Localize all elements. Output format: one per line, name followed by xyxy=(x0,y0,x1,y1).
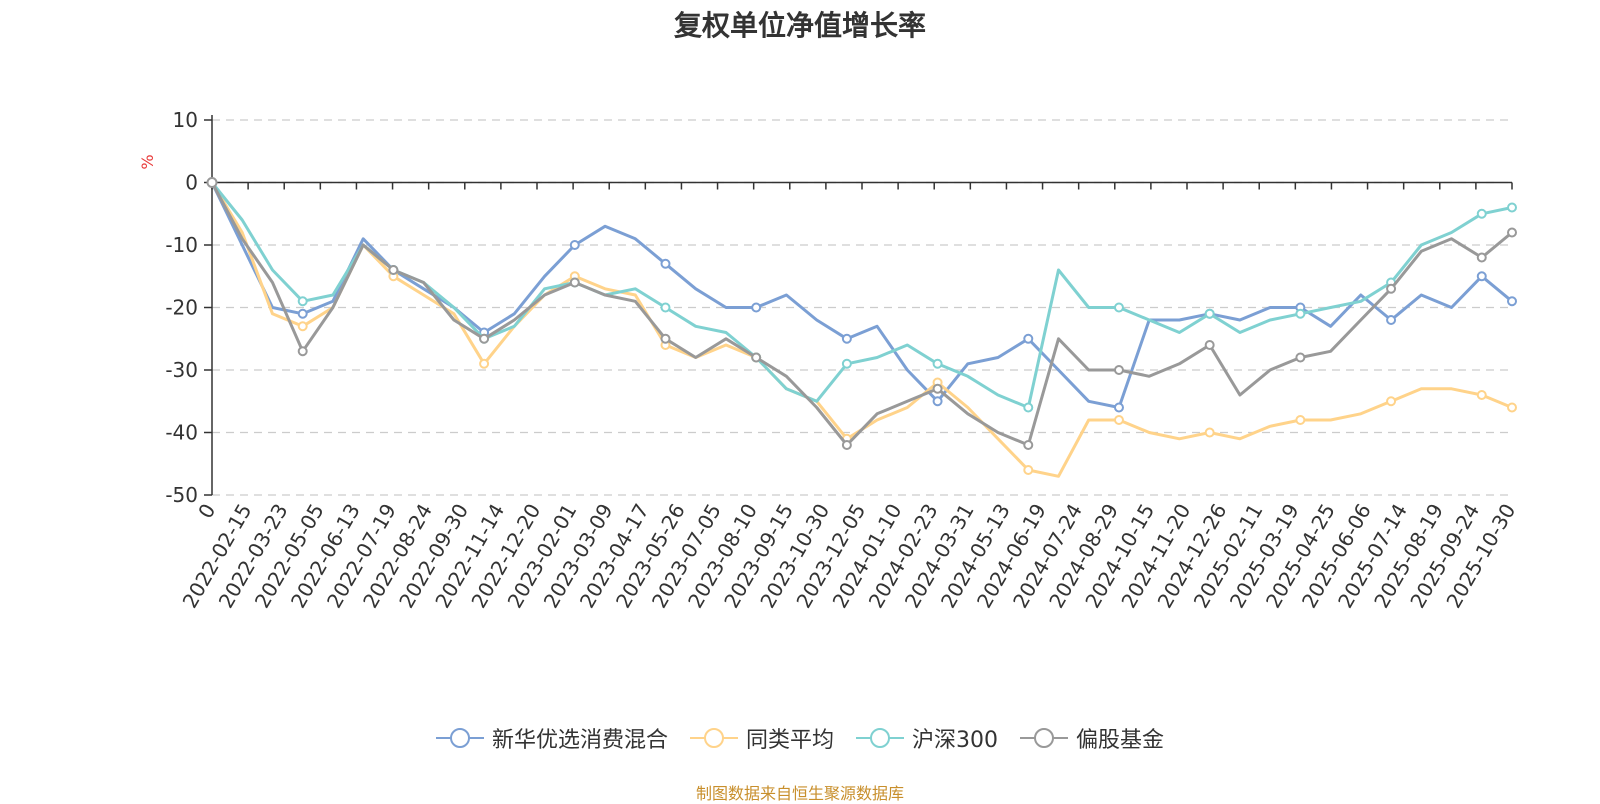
series-point xyxy=(297,346,308,357)
y-tick-label: -40 xyxy=(165,421,198,445)
series-point xyxy=(297,308,308,319)
series-point xyxy=(1023,333,1034,344)
series-point xyxy=(1113,402,1124,413)
origin-point xyxy=(206,177,218,188)
series-point xyxy=(1113,365,1124,375)
series-point xyxy=(1295,308,1306,319)
series-line xyxy=(210,181,1514,409)
chart-title: 复权单位净值增长率 xyxy=(673,9,926,42)
x-tick-label: 0 xyxy=(193,500,220,523)
series-point xyxy=(1023,402,1034,413)
series-point xyxy=(1113,302,1124,313)
legend-item[interactable]: 同类平均 xyxy=(689,722,834,754)
series-point xyxy=(1386,315,1397,325)
legend-item[interactable]: 新华优选消费混合 xyxy=(435,722,668,754)
axis-layer: 10 0 -10 -20 -30 -40 -50 xyxy=(165,108,1513,507)
series-layer xyxy=(206,177,1517,478)
y-tick-label: -20 xyxy=(165,296,198,320)
legend-marker-icon xyxy=(435,728,484,748)
line-chart: 100-10-20-30-40-50 %02022-02-152022-03-2… xyxy=(138,108,1520,612)
y-tick-label: -50 xyxy=(165,483,198,507)
series-point xyxy=(388,265,399,275)
series-point xyxy=(660,258,671,269)
series-point xyxy=(479,333,490,344)
y-tick-label: -30 xyxy=(165,358,198,382)
y-tick-label: -10 xyxy=(165,233,198,257)
grid-layer xyxy=(212,119,1512,496)
series-point xyxy=(1023,440,1034,450)
legend-marker-icon xyxy=(856,728,904,748)
y-tick-label: 0 xyxy=(185,171,198,195)
series-point xyxy=(1507,402,1517,413)
legend-label: 同类平均 xyxy=(745,728,834,753)
series-point xyxy=(1476,271,1487,282)
series-point xyxy=(932,396,943,407)
y-axis-unit: % xyxy=(138,154,157,169)
data-source-note: 制图数据来自恒生聚源数据库 xyxy=(695,784,904,803)
legend-marker-icon xyxy=(1020,728,1068,748)
series-line xyxy=(210,181,1514,409)
series-point xyxy=(841,358,852,369)
series-point xyxy=(1507,202,1517,213)
series-point xyxy=(1386,283,1397,294)
series-point xyxy=(751,352,762,363)
series-point xyxy=(660,302,671,313)
series-point xyxy=(1476,208,1487,219)
series-point xyxy=(841,333,852,344)
series-point xyxy=(297,321,308,332)
series-point xyxy=(751,302,762,313)
series-point xyxy=(932,383,943,394)
series-point xyxy=(1507,296,1517,307)
series-point xyxy=(1476,252,1487,263)
series-point xyxy=(569,277,580,288)
series-point xyxy=(841,440,852,450)
legend: 新华优选消费混合 同类平均 沪深300 偏股基金 xyxy=(0,722,1600,754)
series-point xyxy=(1386,396,1397,407)
label-layer: %02022-02-152022-03-232022-05-052022-06-… xyxy=(138,154,1520,612)
series-point xyxy=(479,358,490,369)
series-point xyxy=(1204,308,1215,319)
series-point xyxy=(1507,227,1517,238)
y-tick-label: 10 xyxy=(173,108,198,132)
legend-item[interactable]: 沪深300 xyxy=(856,722,998,754)
series-point xyxy=(1204,427,1215,438)
legend-marker-icon xyxy=(689,728,738,748)
series-point xyxy=(932,358,943,369)
legend-item[interactable]: 偏股基金 xyxy=(1020,722,1164,754)
series-point xyxy=(297,296,308,307)
series-point xyxy=(1476,390,1487,400)
series-point xyxy=(1295,352,1306,363)
series-point xyxy=(1295,415,1306,425)
series-point xyxy=(660,333,671,344)
legend-label: 新华优选消费混合 xyxy=(491,728,668,753)
series-point xyxy=(1113,415,1124,425)
legend-label: 沪深300 xyxy=(912,728,998,753)
legend-label: 偏股基金 xyxy=(1076,728,1165,753)
series-point xyxy=(1204,340,1215,350)
series-point xyxy=(569,240,580,250)
series-point xyxy=(1023,465,1034,475)
series-line xyxy=(210,181,1514,447)
